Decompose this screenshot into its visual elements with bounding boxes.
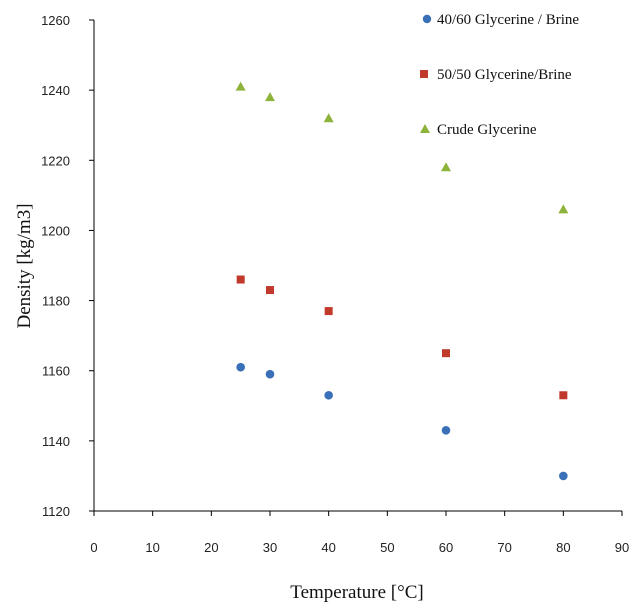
y-tick-label: 1140 — [42, 434, 70, 449]
x-tick-label: 70 — [497, 540, 511, 555]
x-tick-label: 90 — [615, 540, 629, 555]
data-point — [266, 286, 274, 295]
legend-label: Crude Glycerine — [437, 122, 537, 138]
y-tick-label: 1120 — [42, 504, 70, 519]
data-point — [324, 307, 333, 316]
data-point — [441, 426, 451, 435]
y-axis-ticks: 1120 1140 1160 1180 1200 1220 1240 1260 — [41, 13, 94, 519]
series-layer — [235, 81, 569, 481]
legend-item-40-60: 40/60 Glycerine / Brine — [422, 12, 579, 28]
x-axis-title: Temperature [°C] — [290, 582, 423, 602]
x-tick-label: 10 — [145, 540, 159, 555]
y-tick-label: 1180 — [42, 294, 70, 309]
x-tick-label: 50 — [380, 540, 394, 555]
x-tick-label: 20 — [204, 540, 218, 555]
series-3 — [235, 81, 569, 214]
data-point — [559, 391, 568, 400]
legend-item-crude: Crude Glycerine — [420, 122, 537, 138]
y-tick-label: 1240 — [41, 83, 70, 98]
y-tick-label: 1260 — [41, 13, 70, 28]
data-point — [442, 349, 450, 358]
y-axis-title: Density [kg/m3] — [14, 203, 35, 328]
legend-marker-square — [420, 70, 428, 78]
data-point — [324, 390, 333, 400]
x-tick-label: 60 — [439, 540, 453, 555]
data-point — [265, 369, 275, 379]
y-tick-label: 1200 — [41, 223, 70, 238]
data-point — [236, 275, 245, 284]
x-tick-label: 0 — [90, 540, 97, 555]
legend: 40/60 Glycerine / Brine 50/50 Glycerine/… — [420, 12, 579, 138]
x-axis-ticks: 0 10 20 30 40 50 60 70 80 90 — [90, 511, 629, 555]
legend-label: 50/50 Glycerine/Brine — [437, 67, 572, 83]
x-tick-label: 40 — [321, 540, 335, 555]
x-tick-label: 80 — [556, 540, 570, 555]
y-tick-label: 1220 — [41, 153, 70, 168]
legend-marker-triangle — [420, 124, 430, 133]
legend-label: 40/60 Glycerine / Brine — [437, 12, 579, 28]
data-point — [559, 471, 568, 481]
data-point — [235, 81, 246, 91]
series-2 — [236, 275, 568, 400]
data-point — [558, 204, 569, 214]
legend-marker-circle — [422, 14, 432, 24]
x-tick-label: 30 — [263, 540, 277, 555]
series-1 — [236, 362, 568, 481]
data-point — [265, 92, 275, 102]
data-point — [441, 162, 451, 172]
data-point — [323, 113, 334, 123]
legend-item-50-50: 50/50 Glycerine/Brine — [420, 67, 572, 83]
data-point — [236, 362, 245, 372]
y-tick-label: 1160 — [42, 364, 70, 379]
axes — [93, 20, 622, 512]
